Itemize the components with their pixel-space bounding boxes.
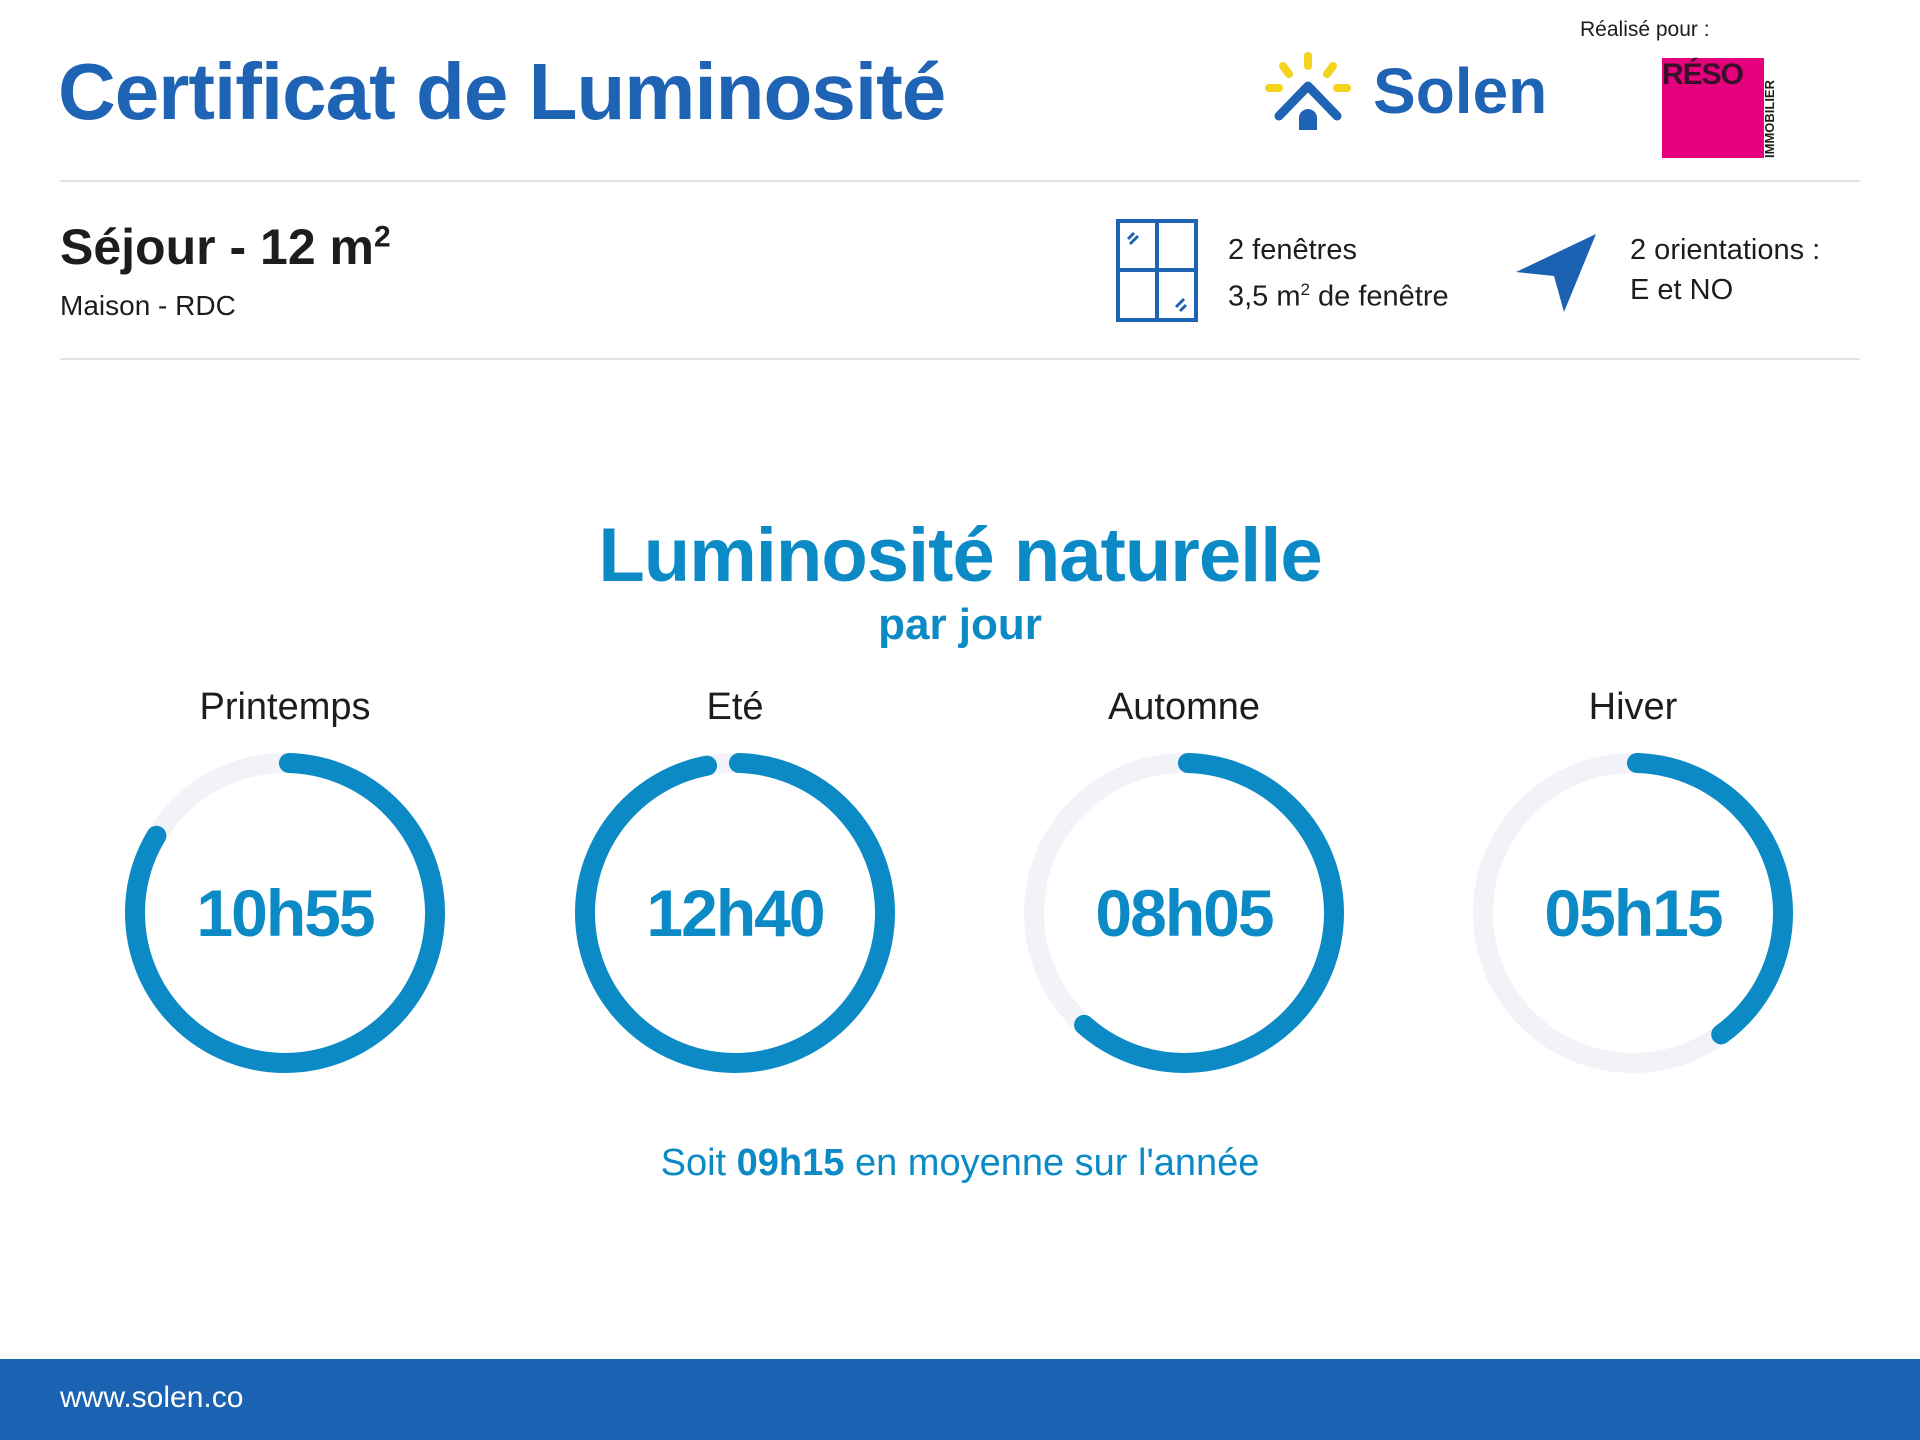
windows-info: 2 fenêtres 3,5 m2 de fenêtre [1228,230,1449,317]
windows-area: 3,5 m2 de fenêtre [1228,280,1449,313]
room-location: Maison - RDC [60,290,236,321]
gauge-arc [1024,753,1344,1073]
gauge-arc [1473,753,1793,1073]
divider [60,180,1860,182]
windows-count: 2 fenêtres [1228,234,1357,266]
season-duration: 05h15 [1544,876,1723,950]
annual-average: Soit 09h15 en moyenne sur l'année [660,1142,1260,1184]
client-logo-text: RÉSO [1662,58,1744,91]
season-label: Automne [1107,686,1261,728]
footer: www.solen.co [0,1359,1920,1440]
room-title: Séjour - 12 m2 [60,219,391,275]
solen-brand-text: Solen [1373,55,1548,127]
divider [60,358,1860,360]
gauge-arc [125,753,445,1073]
section-subtitle: par jour [878,600,1042,649]
season-gauge [1024,753,1344,1073]
season-gauge [575,753,895,1073]
season-duration: 10h55 [196,876,375,950]
gauge-arc [575,753,895,1073]
season-label: Hiver [1588,686,1678,728]
section-title: Luminosité naturelle [598,513,1322,598]
window-icon [1116,219,1198,322]
season-duration: 08h05 [1095,876,1274,950]
season-label: Eté [706,686,764,728]
compass-arrow-icon [1516,234,1596,312]
solen-logo: Solen [1265,52,1555,132]
season-label: Printemps [199,686,371,728]
orientation-count: 2 orientations : [1630,234,1821,266]
season-gauge [125,753,445,1073]
made-for-label: Réalisé pour : [1580,18,1710,41]
client-logo: RÉSO IMMOBILIER [1662,58,1777,158]
footer-url[interactable]: www.solen.co [60,1381,244,1414]
solen-sun-house-icon [1265,52,1351,130]
page-title: Certificat de Luminosité [58,47,946,136]
season-gauge [1473,753,1793,1073]
orientation-info: 2 orientations : E et NO [1630,230,1820,310]
orientation-directions: E et NO [1630,274,1734,306]
client-logo-subtext: IMMOBILIER [1762,80,1777,158]
season-duration: 12h40 [646,876,825,950]
